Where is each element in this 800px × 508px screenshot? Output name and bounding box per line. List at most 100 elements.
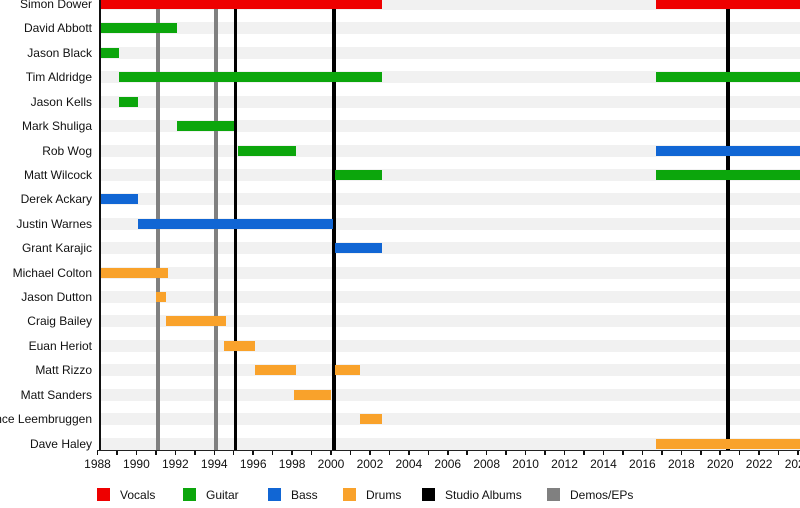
row-stripe [101,291,800,304]
legend-swatch-bass [268,488,281,501]
x-axis-tick [96,450,99,455]
x-axis-tick [738,450,741,455]
member-label: Matt Rizzo [35,363,92,378]
member-label: Simon Dower [19,0,92,11]
x-axis-tick [466,450,468,455]
legend-swatch-demo [547,488,560,501]
x-axis-tick [680,450,683,455]
member-bar-guitar [118,72,382,83]
x-axis-tick [388,450,391,455]
x-axis-year-label: 2020 [706,457,734,471]
x-axis-tick [485,450,488,455]
row-stripe [101,388,800,401]
member-label: Dave Haley [29,436,92,451]
member-label: Jason Dutton [21,290,92,305]
x-axis-year-label: 2022 [745,457,773,471]
x-axis-year-label: 2016 [629,457,656,471]
x-axis-tick [758,450,760,455]
x-axis-line [97,449,800,451]
x-axis-tick [427,450,430,455]
x-axis-year-label: 2018 [667,457,695,471]
row-stripe [101,193,800,206]
member-bar-drums [155,292,166,303]
member-label: Matt Sanders [20,387,92,402]
x-axis-tick [583,450,585,455]
x-axis-year-label: 2006 [434,457,462,471]
x-axis-year-label: 2014 [590,457,617,471]
member-bar-guitar [101,23,178,34]
x-axis-tick [563,450,566,455]
member-bar-guitar [656,72,800,83]
x-axis-tick [232,450,235,455]
x-axis-year-label: 1996 [239,457,267,471]
legend-label: Demos/EPs [570,488,634,502]
member-label: David Abbott [23,21,92,36]
x-axis-tick [271,450,274,455]
member-label: Justin Warnes [16,216,92,231]
member-bar-guitar [101,47,119,58]
row-stripe [101,413,800,426]
row-stripe [101,315,800,328]
x-axis-year-label: 2002 [356,457,384,471]
y-axis-line [99,0,101,450]
member-bar-drums [334,365,361,376]
member-bar-vocals [101,0,382,9]
row-stripe [101,0,800,10]
member-bar-drums [656,438,800,449]
member-bar-bass [656,145,800,156]
x-axis-tick [797,450,799,455]
x-axis-year-label: 2010 [512,457,539,471]
x-axis-tick [719,450,721,455]
member-bar-drums [255,365,296,376]
row-stripe [101,266,800,279]
legend-swatch-album [422,488,435,501]
legend-label: Vocals [120,488,156,502]
x-axis-tick [369,450,371,455]
member-bar-guitar [334,169,382,180]
member-bar-bass [138,218,333,229]
member-label: Craig Bailey [27,314,92,329]
x-axis-year-label: 1992 [161,457,189,471]
member-bar-vocals [656,0,800,9]
member-label: Mark Shuliga [21,119,92,134]
x-axis-year-label: 1988 [84,457,111,471]
member-label: Jason Kells [30,94,92,109]
x-axis-tick [700,450,702,455]
member-bar-drums [165,316,226,327]
x-axis-tick [641,450,644,455]
member-label: Rob Wog [42,143,92,158]
x-axis-tick [524,450,527,455]
row-stripe [101,168,800,181]
member-bar-drums [360,414,382,425]
studio-album-line [332,0,336,450]
x-axis-tick [330,450,332,455]
x-axis-tick [116,450,118,455]
legend-swatch-vocals [97,488,110,501]
x-axis-tick [505,450,507,455]
x-axis-year-label: 2024 [784,457,800,471]
member-bar-guitar [237,145,296,156]
member-label: Jason Black [27,45,92,60]
member-bar-guitar [177,121,234,132]
legend-swatch-drums [343,488,356,501]
member-label: Derek Ackary [20,192,92,207]
legend-label: Guitar [206,488,239,502]
x-axis-tick [447,450,449,455]
x-axis-tick [291,450,293,455]
x-axis-tick [349,450,352,455]
legend-label: Bass [291,488,318,502]
x-axis-tick [310,450,313,455]
x-axis-tick [194,450,196,455]
row-stripe [101,364,800,377]
x-axis-tick [661,450,663,455]
x-axis-tick [777,450,780,455]
row-stripe [101,437,800,450]
x-axis-year-label: 2000 [317,457,345,471]
row-stripe [101,339,800,352]
row-stripe [101,22,800,35]
x-axis-tick [174,450,177,455]
member-label: Euan Heriot [28,338,92,353]
x-axis-tick [252,450,254,455]
member-label: Grant Karajic [21,241,92,256]
